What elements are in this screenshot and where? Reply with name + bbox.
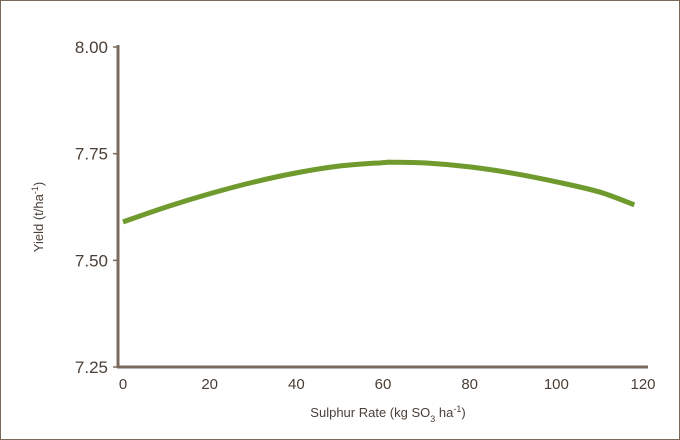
y-tick-label: 8.00 [75, 38, 108, 57]
y-axis-title-suffix: ) [31, 182, 46, 186]
x-tick-label: 0 [119, 376, 127, 393]
y-tick-label: 7.25 [75, 358, 108, 377]
axes [116, 45, 648, 369]
x-axis-title-prefix: Sulphur Rate (kg SO [310, 405, 430, 420]
x-tick-label: 20 [201, 376, 218, 393]
x-tick-label: 40 [288, 376, 305, 393]
x-axis-title-middle: ha [435, 405, 454, 420]
x-axis-title: Sulphur Rate (kg SO3 ha-1) [310, 404, 465, 424]
series-layer [122, 159, 636, 225]
x-axis-title-suffix: ) [461, 405, 465, 420]
x-tick-label: 120 [630, 376, 655, 393]
y-tick-label: 7.50 [75, 251, 108, 270]
x-axis-title-superscript: -1 [453, 404, 461, 414]
y-axis-title: Yield (t/ha-1) [30, 182, 46, 252]
y-tick-label: 7.75 [75, 145, 108, 164]
x-axis-title-subscript: 3 [430, 414, 435, 424]
x-axis-ticks: 0 20 40 60 80 100 120 [119, 376, 656, 393]
yield-response-line [122, 159, 636, 225]
x-tick-label: 100 [544, 376, 569, 393]
y-axis-title-superscript: -1 [30, 186, 40, 194]
x-tick-label: 80 [461, 376, 478, 393]
y-axis-title-prefix: Yield (t/ha [31, 193, 46, 252]
y-axis-ticks: 7.25 7.50 7.75 8.00 [75, 38, 118, 377]
x-tick-label: 60 [375, 376, 392, 393]
